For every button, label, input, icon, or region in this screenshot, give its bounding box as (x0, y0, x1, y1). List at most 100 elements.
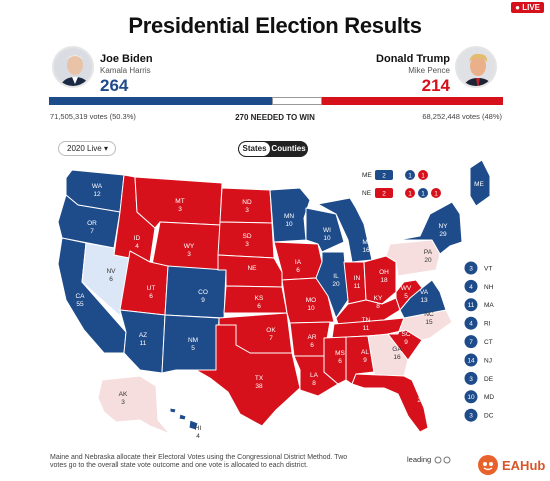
small-state-ev-dc: 3 (469, 413, 473, 420)
state-ev-wa: 12 (93, 191, 101, 198)
small-state-dc[interactable] (464, 408, 478, 422)
small-state-md[interactable] (464, 390, 478, 404)
state-ev-oh: 18 (380, 277, 388, 284)
state-label-la: LA (310, 372, 319, 379)
brand-name: EAHub (502, 457, 546, 473)
state-ev-tx: 38 (255, 383, 263, 390)
view-toggle[interactable]: States Counties (238, 141, 308, 157)
split-box-me-at-large[interactable] (375, 170, 393, 180)
small-state-de[interactable] (464, 371, 478, 385)
state-ev-sc: 9 (404, 339, 408, 346)
split-circle-ne-district-3[interactable] (431, 188, 441, 198)
state-ny[interactable] (397, 201, 463, 255)
small-state-ma[interactable] (464, 298, 478, 312)
state-ev-ga: 16 (393, 354, 401, 361)
state-ev-fl: 29 (417, 397, 425, 404)
dem-bar-segment (49, 97, 272, 105)
state-tx[interactable] (195, 324, 301, 427)
split-circle-me-district-2[interactable] (418, 170, 428, 180)
small-state-ri[interactable] (464, 316, 478, 330)
state-label-or: OR (87, 220, 97, 227)
state-label-al: AL (361, 349, 369, 356)
state-ev-ks: 6 (257, 303, 261, 310)
split-circle-me-district-1[interactable] (405, 170, 415, 180)
state-sd[interactable] (217, 221, 275, 259)
state-co[interactable] (164, 265, 227, 319)
state-label-ar: AR (307, 334, 316, 341)
small-state-ev-ma: 11 (468, 302, 475, 309)
state-wv[interactable] (395, 279, 423, 311)
state-label-in: IN (354, 275, 361, 282)
state-il[interactable] (315, 251, 349, 319)
biden-name: Joe Biden (100, 53, 153, 65)
state-label-mi: MI (362, 239, 369, 246)
state-ev-mt: 3 (178, 206, 182, 213)
state-label-ak: AK (119, 391, 128, 398)
state-ev-id: 4 (135, 243, 139, 250)
year-select[interactable]: 2020 Live ▾ (58, 141, 116, 156)
state-ev-tn: 11 (363, 325, 370, 332)
state-ms[interactable] (323, 336, 347, 385)
state-ev-wv: 5 (404, 293, 408, 300)
state-label-tx: TX (255, 375, 264, 382)
state-ev-nc: 15 (425, 319, 433, 326)
small-state-ev-nh: 4 (469, 284, 473, 291)
biden-vp: Kamala Harris (100, 66, 151, 75)
state-ev-co: 9 (201, 297, 205, 304)
state-label-sd: SD (242, 233, 251, 240)
state-nm[interactable] (161, 314, 220, 374)
small-state-label-ct: CT (484, 339, 493, 346)
state-ev-in: 11 (354, 283, 361, 290)
split-ev-ne-3: 1 (434, 191, 438, 198)
small-state-nh[interactable] (464, 279, 478, 293)
state-me[interactable] (469, 159, 491, 207)
district-method-note: Maine and Nebraska allocate their Electo… (50, 454, 348, 469)
state-label-wv: WV (401, 285, 412, 292)
small-state-vt[interactable] (464, 261, 478, 275)
states-tab[interactable]: States (239, 142, 271, 156)
state-ev-nd: 3 (245, 207, 249, 214)
small-state-label-md: MD (484, 394, 494, 401)
state-label-tn: TN (362, 317, 371, 324)
state-ev-il: 20 (332, 281, 340, 288)
state-ev-wy: 3 (187, 251, 191, 258)
split-ev-me-1: 1 (408, 173, 412, 180)
split-box-ne-at-large[interactable] (375, 188, 393, 198)
state-ev-mn: 10 (285, 221, 293, 228)
small-state-label-ri: RI (484, 321, 491, 328)
state-fl[interactable] (351, 373, 429, 433)
small-state-nj[interactable] (464, 353, 478, 367)
chevron-down-icon: ▾ (103, 144, 108, 153)
state-ak[interactable] (97, 375, 171, 435)
small-state-ct[interactable] (464, 335, 478, 349)
split-circle-ne-district-1[interactable] (405, 188, 415, 198)
state-label-wy: WY (184, 243, 195, 250)
brand-logo: EAHub (478, 454, 545, 476)
state-ev-ca: 55 (76, 301, 84, 308)
state-label-az: AZ (139, 332, 147, 339)
small-state-ev-md: 10 (467, 394, 475, 401)
state-ev-ky: 8 (376, 303, 380, 310)
state-ev-nv: 6 (109, 276, 113, 283)
state-label-ut: UT (147, 285, 156, 292)
small-state-ev-de: 3 (469, 376, 473, 383)
small-state-label-nh: NH (484, 284, 494, 291)
state-label-ky: KY (374, 295, 383, 302)
small-state-label-nj: NJ (484, 357, 492, 364)
state-ev-ms: 6 (338, 358, 342, 365)
state-ev-ia: 6 (296, 267, 300, 274)
state-hi[interactable] (169, 407, 199, 431)
state-ev-ny: 29 (439, 231, 447, 238)
state-label-ny: NY (438, 223, 448, 230)
split-ev-ne-0: 2 (382, 191, 386, 198)
trump-electoral-votes: 214 (421, 76, 450, 95)
split-circle-ne-district-2[interactable] (418, 188, 428, 198)
rep-bar-segment (322, 97, 503, 105)
legend-dem-circle (434, 456, 442, 464)
leading-legend-label: leading (407, 455, 432, 464)
state-label-il: IL (333, 273, 339, 280)
counties-tab[interactable]: Counties (271, 144, 306, 153)
state-ev-la: 8 (312, 380, 316, 387)
state-labels: WA12OR7CA55NV6ID4MT3WY3UT6AZ11CO9NM5ND3S… (75, 181, 484, 440)
